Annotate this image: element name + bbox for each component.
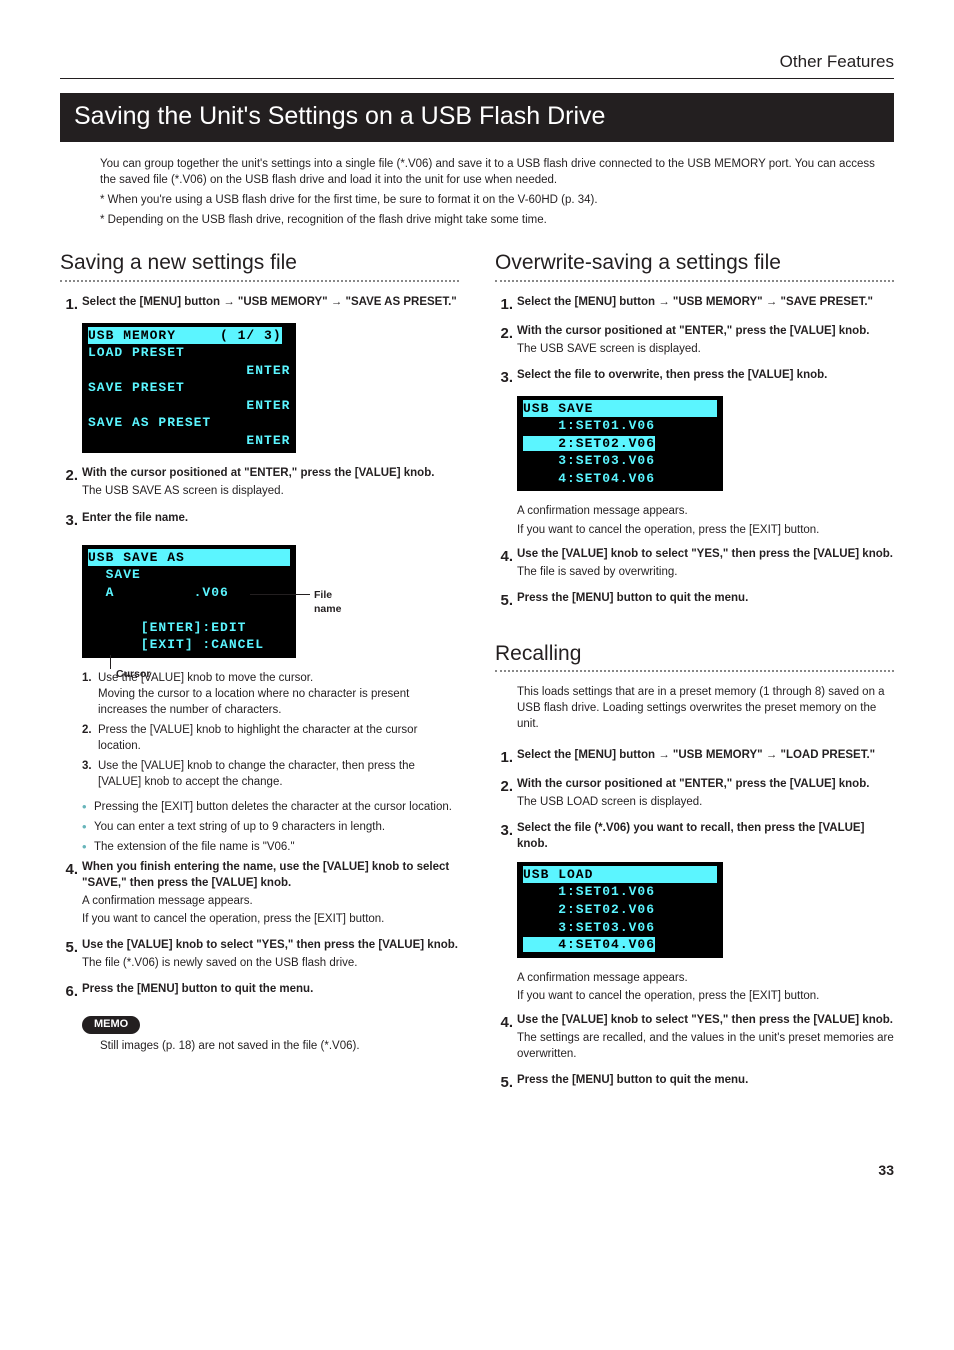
memo-badge: MEMO	[82, 1016, 140, 1033]
lcd-usb-memory: USB MEMORY ( 1/ 3) LOAD PRESET ENTER SAV…	[82, 323, 459, 454]
step-number: 3	[495, 820, 517, 854]
re-step-1: Select the [MENU] button → "USB MEMORY" …	[517, 747, 894, 763]
intro-paragraph: You can group together the unit's settin…	[100, 156, 894, 188]
re-step-4-bold: Use the [VALUE] knob to select "YES," th…	[517, 1012, 894, 1028]
ov-step-4-bold: Use the [VALUE] knob to select "YES," th…	[517, 546, 894, 562]
step-6-bold: Press the [MENU] button to quit the menu…	[82, 981, 459, 997]
bullet-3: The extension of the file name is "V06."	[94, 839, 295, 855]
substep-1b: Moving the cursor to a location where no…	[98, 688, 409, 716]
step-5-bold: Use the [VALUE] knob to select "YES," th…	[82, 937, 459, 953]
step-number: 1	[495, 747, 517, 768]
ov-step-2-bold: With the cursor positioned at "ENTER," p…	[517, 323, 894, 339]
intro-block: You can group together the unit's settin…	[60, 156, 894, 228]
re-step-4-plain: The settings are recalled, and the value…	[517, 1030, 894, 1062]
re-step-2-plain: The USB LOAD screen is displayed.	[517, 794, 894, 810]
lcd-usb-save-as: USB SAVE AS SAVE A .V06 [ENTER]:EDIT [EX…	[82, 545, 296, 658]
step-number: 5	[60, 937, 82, 973]
ov-step-3-bold: Select the file to overwrite, then press…	[517, 367, 894, 383]
re-step-3-p2: If you want to cancel the operation, pre…	[517, 988, 894, 1004]
bullet-1: Pressing the [EXIT] button deletes the c…	[94, 799, 452, 815]
step-number: 4	[495, 546, 517, 582]
re-step-2-bold: With the cursor positioned at "ENTER," p…	[517, 776, 894, 792]
ov-step-4-plain: The file is saved by overwriting.	[517, 564, 894, 580]
step-4-bold: When you finish entering the name, use t…	[82, 859, 459, 891]
step-number: 1	[60, 294, 82, 315]
page-title: Saving the Unit's Settings on a USB Flas…	[60, 93, 894, 142]
step-number: 2	[495, 776, 517, 812]
re-step-3-bold: Select the file (*.V06) you want to reca…	[517, 820, 894, 852]
memo-text: Still images (p. 18) are not saved in th…	[100, 1038, 459, 1054]
ov-step-3-p2: If you want to cancel the operation, pre…	[517, 522, 894, 538]
intro-note-1: When you're using a USB flash drive for …	[100, 192, 894, 208]
step-number: 2	[495, 323, 517, 359]
right-column: Overwrite-saving a settings file 1 Selec…	[495, 248, 894, 1101]
re-step-5-bold: Press the [MENU] button to quit the menu…	[517, 1072, 894, 1088]
step-4-p1: A confirmation message appears.	[82, 893, 459, 909]
substep-num: 1.	[82, 670, 98, 718]
overwrite-title: Overwrite-saving a settings file	[495, 248, 894, 281]
left-column: Saving a new settings file 1 Select the …	[60, 248, 459, 1101]
ov-step-5-bold: Press the [MENU] button to quit the menu…	[517, 590, 894, 606]
step-number: 3	[495, 367, 517, 388]
saving-new-title: Saving a new settings file	[60, 248, 459, 281]
step-5-plain: The file (*.V06) is newly saved on the U…	[82, 955, 459, 971]
step-number: 4	[60, 859, 82, 929]
step-number: 2	[60, 465, 82, 501]
section-label: Other Features	[60, 50, 894, 79]
lcd-usb-load: USB LOAD 1:SET01.V06 2:SET02.V06 3:SET03…	[517, 862, 894, 958]
page-number: 33	[60, 1161, 894, 1181]
step-number: 4	[495, 1012, 517, 1064]
step-number: 5	[495, 1072, 517, 1093]
intro-note-2: Depending on the USB flash drive, recogn…	[100, 212, 894, 228]
ov-step-1: Select the [MENU] button → "USB MEMORY" …	[517, 294, 894, 310]
step-number: 1	[495, 294, 517, 315]
substep-3: Use the [VALUE] knob to change the chara…	[98, 758, 459, 790]
step-number: 5	[495, 590, 517, 611]
cursor-callout: Cursor	[116, 667, 150, 682]
step-2-plain: The USB SAVE AS screen is displayed.	[82, 483, 459, 499]
substep-num: 3.	[82, 758, 98, 790]
recalling-intro: This loads settings that are in a preset…	[517, 684, 894, 732]
step-number: 3	[60, 510, 82, 531]
substep-num: 2.	[82, 722, 98, 754]
recalling-title: Recalling	[495, 639, 894, 672]
step-4-p2: If you want to cancel the operation, pre…	[82, 911, 459, 927]
re-step-3-p1: A confirmation message appears.	[517, 970, 894, 986]
step-2-bold: With the cursor positioned at "ENTER," p…	[82, 465, 459, 481]
filename-callout: File name	[314, 588, 341, 617]
bullet-2: You can enter a text string of up to 9 c…	[94, 819, 385, 835]
substep-2: Press the [VALUE] knob to highlight the …	[98, 722, 459, 754]
step-3-bold: Enter the file name.	[82, 510, 459, 526]
ov-step-2-plain: The USB SAVE screen is displayed.	[517, 341, 894, 357]
ov-step-3-p1: A confirmation message appears.	[517, 503, 894, 519]
step-number: 6	[60, 981, 82, 1002]
step-1-text: Select the [MENU] button → "USB MEMORY" …	[82, 294, 459, 310]
lcd-usb-save: USB SAVE 1:SET01.V06 2:SET02.V06 3:SET03…	[517, 396, 894, 492]
